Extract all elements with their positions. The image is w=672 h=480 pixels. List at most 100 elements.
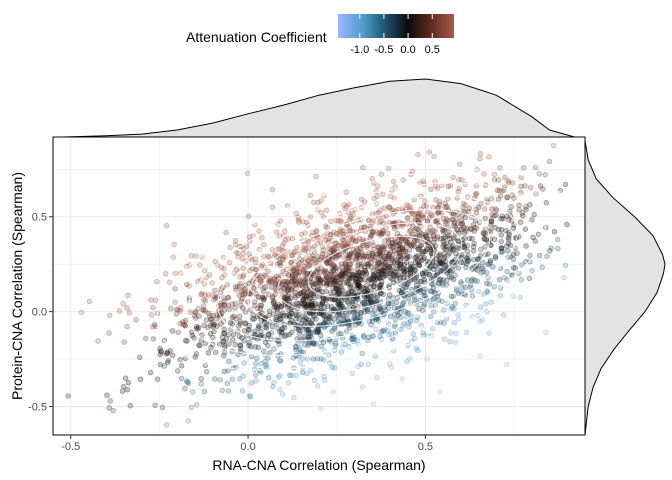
scatter-point [480,230,486,236]
scatter-point [336,299,342,306]
scatter-point [304,370,310,377]
scatter-point [226,358,232,365]
scatter-point [337,279,343,286]
scatter-point [313,341,319,347]
scatter-point [428,313,434,320]
scatter-point [423,270,429,276]
scatter-point [308,304,314,310]
scatter-point [183,338,189,344]
scatter-point [434,185,441,191]
scatter-point [247,394,254,400]
scatter-point [519,210,525,216]
scatter-point [209,280,215,286]
scatter-point [152,297,159,303]
scatter-point [168,306,174,312]
scatter-point [381,304,388,310]
scatter-point [275,246,281,252]
scatter-point [298,290,305,296]
scatter-point [474,278,480,284]
scatter-point [177,320,183,327]
scatter-point [336,302,342,308]
scatter-point [362,224,368,230]
scatter-point [280,391,286,397]
scatter-point [116,308,123,314]
scatter-point [393,251,399,257]
scatter-point [389,256,395,262]
scatter-point [308,302,314,308]
scatter-point [481,235,487,242]
scatter-point [254,355,260,361]
scatter-point [306,334,312,340]
scatter-point [429,212,435,219]
scatter-point [260,295,266,301]
scatter-point [328,290,334,296]
scatter-point [411,242,417,248]
scatter-point [389,239,396,246]
scatter-point [265,343,271,349]
scatter-point [338,276,345,283]
scatter-point [279,281,286,287]
scatter-point [533,191,539,197]
scatter-point [465,194,471,200]
scatter-point [326,316,332,322]
scatter-point [420,256,426,262]
scatter-point [463,228,469,234]
scatter-point [232,237,239,244]
scatter-point [230,337,236,343]
scatter-point [386,264,393,270]
scatter-point [225,388,232,394]
scatter-point [259,262,266,268]
scatter-point [339,313,346,319]
scatter-point [296,269,303,275]
scatter-point [378,252,384,259]
scatter-point [309,304,316,311]
scatter-point [527,184,534,191]
scatter-point [360,333,367,340]
scatter-point [201,388,208,395]
scatter-point [543,200,550,206]
scatter-point [401,261,408,268]
scatter-point [465,209,472,215]
scatter-point [336,285,342,291]
scatter-point [368,264,375,270]
scatter-point [382,260,388,266]
scatter-point [445,252,451,258]
scatter-point [407,318,414,324]
scatter-point [348,288,355,295]
scatter-point [480,265,486,271]
scatter-point [380,214,387,220]
scatter-point [267,277,274,284]
scatter-point [203,317,210,323]
scatter-point [406,324,412,330]
scatter-point [185,380,192,387]
scatter-point [182,322,188,329]
scatter-point [308,320,314,326]
scatter-point [292,277,298,283]
scatter-point [371,195,377,202]
scatter-point [323,269,329,275]
scatter-point [435,204,442,211]
scatter-point [347,284,353,290]
scatter-point [361,334,367,341]
scatter-point [437,276,444,283]
scatter-point [232,305,238,311]
scatter-point [370,242,377,249]
scatter-point [333,282,339,288]
scatter-point [201,322,207,329]
scatter-point [269,187,275,193]
scatter-point [322,296,329,302]
scatter-point [482,244,488,250]
scatter-point [499,188,505,194]
scatter-point [276,246,283,252]
scatter-point [493,207,500,213]
scatter-point [418,213,425,219]
scatter-point [405,281,411,287]
scatter-point [443,203,450,210]
scatter-point [315,234,321,241]
scatter-point [382,272,389,278]
scatter-point [300,317,306,323]
scatter-point [427,236,433,243]
scatter-point [412,255,418,261]
scatter-point [403,284,410,290]
scatter-point [437,388,443,394]
